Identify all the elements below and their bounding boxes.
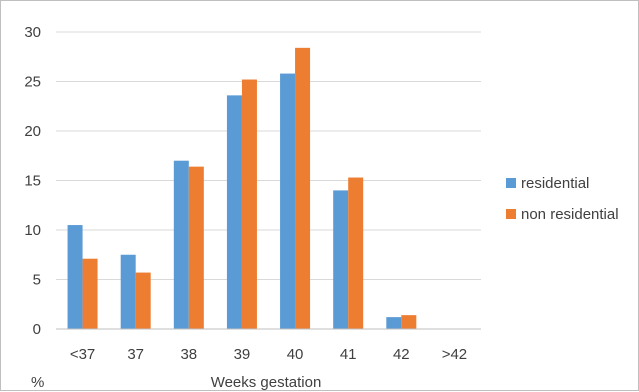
bar-non-residential [295,47,311,330]
x-tick-label: 39 [234,346,251,363]
bars [67,47,417,330]
bar-non-residential [348,177,364,329]
bar-residential [226,95,242,329]
x-tick-label: 38 [180,346,197,363]
x-tick-label: 42 [393,346,410,363]
y-tick-label: 30 [24,24,41,41]
bar-non-residential [82,258,98,329]
x-axis-title: Weeks gestation [211,374,322,391]
bar-non-residential [188,166,204,329]
y-tick-label: 15 [24,173,41,190]
x-tick-label: 37 [127,346,144,363]
bar-residential [280,73,296,329]
bar-residential [67,225,83,329]
bar-non-residential [241,79,257,330]
y-tick-label: 10 [24,222,41,239]
y-tick-label: 20 [24,123,41,140]
x-tick-label: 40 [287,346,304,363]
y-tick-label: 5 [33,272,41,289]
legend: residential non residential [506,175,619,223]
x-tick-label: <37 [70,346,95,363]
legend-label-residential: residential [521,175,589,192]
gridlines [56,31,481,280]
bar-non-residential [135,272,151,329]
y-tick-label: 25 [24,74,41,91]
x-axis-ticks: <37 37 38 39 40 41 42 >42 [70,346,467,363]
bar-residential [173,160,189,329]
legend-label-non-residential: non residential [521,206,619,223]
x-tick-label: 41 [340,346,357,363]
y-axis-ticks: 0 5 10 15 20 25 30 [24,24,41,338]
x-tick-label: >42 [442,346,467,363]
legend-swatch-residential [506,178,516,188]
bar-non-residential [401,315,417,329]
legend-swatch-non-residential [506,209,516,219]
y-axis-title: % [31,374,44,391]
bar-residential [386,317,402,329]
y-tick-label: 0 [33,321,41,338]
bar-residential [333,190,349,329]
bar-residential [120,254,136,329]
